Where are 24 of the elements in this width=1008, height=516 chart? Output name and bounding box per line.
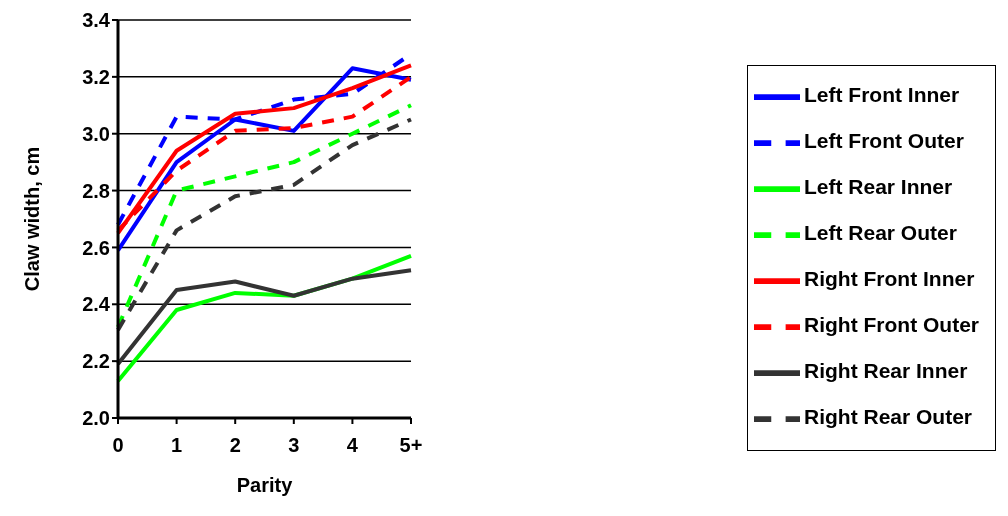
x-tick-label: 4 (346, 434, 359, 457)
x-tick-label: 0 (112, 434, 124, 457)
legend-label: Left Rear Inner (804, 175, 953, 199)
x-tick-label: 1 (171, 434, 183, 457)
legend-label: Right Rear Outer (804, 405, 973, 429)
y-tick-label: 3.2 (82, 65, 110, 88)
x-tick-label: 5+ (399, 434, 423, 457)
y-tick-label: 2.4 (82, 293, 111, 316)
legend-label: Left Front Outer (804, 129, 964, 153)
y-tick-label: 2.0 (82, 407, 110, 430)
y-tick-label: 3.0 (82, 122, 110, 145)
legend-label: Right Front Outer (804, 313, 979, 337)
legend-label: Right Rear Inner (804, 359, 968, 383)
x-tick-label: 2 (229, 434, 241, 457)
y-tick-label: 2.2 (82, 350, 110, 373)
x-tick-label: 3 (288, 434, 300, 457)
legend-label: Left Front Inner (804, 83, 960, 107)
legend-label: Right Front Inner (804, 267, 975, 291)
y-tick-label: 3.4 (82, 9, 111, 32)
y-axis-title: Claw width, cm (21, 146, 44, 292)
y-tick-label: 2.8 (82, 179, 110, 202)
x-axis-title: Parity (236, 474, 294, 496)
y-tick-label: 2.6 (82, 236, 110, 259)
legend-label: Left Rear Outer (804, 221, 957, 245)
